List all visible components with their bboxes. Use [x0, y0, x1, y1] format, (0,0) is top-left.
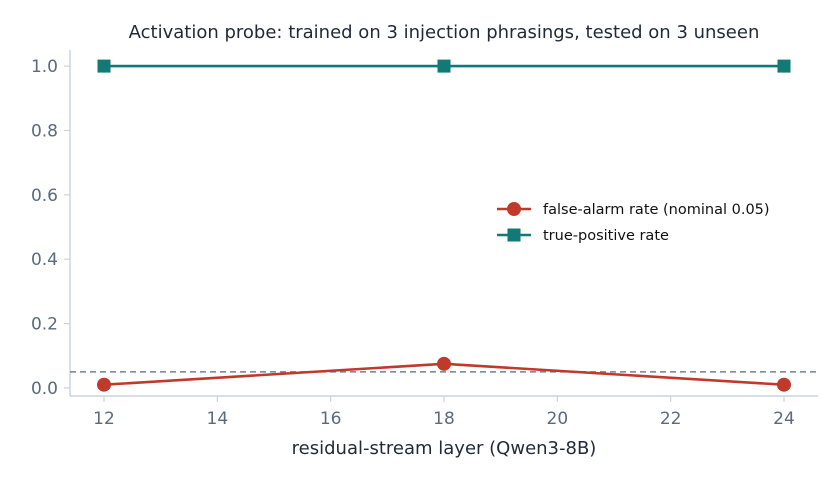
y-tick-label: 0.8 [31, 121, 58, 141]
legend-true-positive-label: true-positive rate [543, 228, 669, 244]
x-ticks: 12 14 16 18 20 22 24 [93, 396, 795, 429]
y-tick-label: 0.0 [31, 379, 58, 399]
series-group [97, 59, 791, 392]
x-tick-label: 22 [660, 409, 682, 429]
y-tick-label: 0.6 [31, 186, 58, 206]
legend-true-positive-marker [507, 228, 521, 242]
y-tick-label: 0.4 [31, 250, 58, 270]
legend-false-alarm-label: false-alarm rate (nominal 0.05) [543, 202, 770, 218]
legend: false-alarm rate (nominal 0.05) true-posi… [497, 202, 770, 244]
y-tick-label: 0.2 [31, 315, 58, 335]
false-alarm-point [437, 356, 451, 371]
true-positive-point [97, 59, 111, 73]
legend-false-alarm-marker [507, 202, 521, 216]
x-tick-label: 16 [320, 409, 342, 429]
y-tick-label: 1.0 [31, 57, 58, 77]
axes [69, 50, 818, 397]
true-positive-series [97, 59, 791, 73]
x-tick-label: 24 [773, 409, 795, 429]
false-alarm-point [97, 377, 111, 392]
y-ticks: 0.0 0.2 0.4 0.6 0.8 1.0 [31, 57, 70, 399]
true-positive-point [777, 59, 791, 73]
false-alarm-point [777, 377, 791, 392]
true-positive-point [437, 59, 451, 73]
false-alarm-series [97, 356, 791, 392]
x-tick-label: 14 [207, 409, 229, 429]
x-tick-label: 20 [547, 409, 569, 429]
x-axis-label: residual-stream layer (Qwen3-8B) [292, 438, 597, 459]
x-tick-label: 12 [93, 409, 115, 429]
x-tick-label: 18 [433, 409, 455, 429]
chart-title: Activation probe: trained on 3 injection… [129, 22, 760, 43]
